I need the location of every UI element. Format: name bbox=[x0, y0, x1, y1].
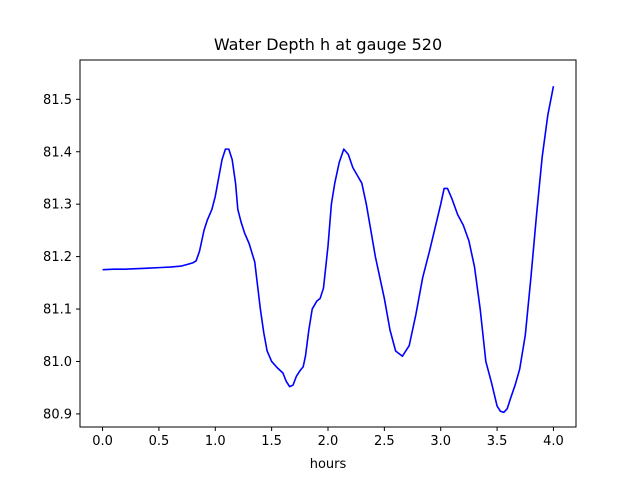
x-tick-label: 4.0 bbox=[543, 434, 564, 449]
x-tick-label: 0.0 bbox=[92, 434, 113, 449]
x-tick-label: 1.0 bbox=[205, 434, 226, 449]
y-tick-label: 80.9 bbox=[43, 407, 72, 422]
plot-area: 0.0 0.5 1.0 1.5 2.0 2.5 3.0 3.5 4.0 80.9 81.0 81.1 8… bbox=[43, 59, 577, 449]
y-tick-label: 81.1 bbox=[43, 303, 72, 318]
x-tick-label: 2.0 bbox=[318, 434, 339, 449]
chart-title: Water Depth h at gauge 520 bbox=[214, 35, 442, 54]
x-axis-label: hours bbox=[310, 457, 347, 472]
y-tick-label: 81.0 bbox=[43, 355, 72, 370]
x-tick-label: 1.5 bbox=[261, 434, 282, 449]
x-tick-label: 0.5 bbox=[149, 434, 170, 449]
y-tick-label: 81.4 bbox=[43, 145, 72, 160]
y-tick-label: 81.3 bbox=[43, 198, 72, 213]
y-tick-label: 81.2 bbox=[43, 250, 72, 265]
y-tick-label: 81.5 bbox=[43, 93, 72, 108]
x-tick-label: 3.0 bbox=[430, 434, 451, 449]
x-tick-label: 3.5 bbox=[487, 434, 508, 449]
x-tick-label: 2.5 bbox=[374, 434, 395, 449]
series-line-1 bbox=[102, 86, 555, 414]
